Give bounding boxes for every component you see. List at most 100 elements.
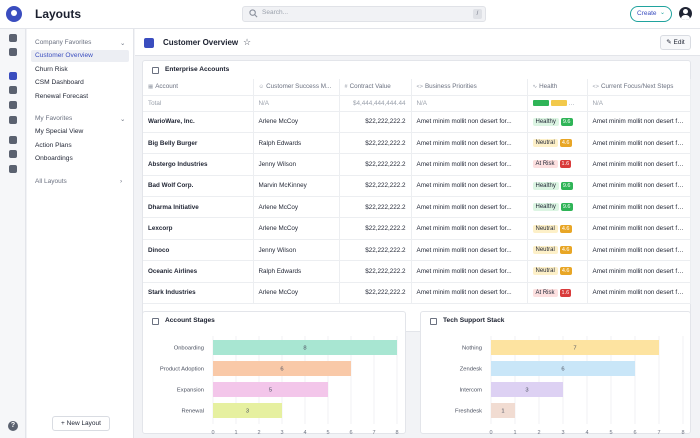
account-name-link[interactable]: Lexcorp [143,217,254,240]
nav-item-onboardings[interactable]: Onboardings [35,155,73,162]
focus-cell: Amet minim mollit non desert for... [587,132,691,155]
settings-icon[interactable] [9,165,17,173]
hash-icon: # [344,84,348,91]
activity-icon[interactable] [9,136,17,144]
x-tick-label: 0 [211,430,214,434]
table-row[interactable]: Bad Wolf Corp. Marvin McKinney $22,222,222… [143,175,691,198]
table-row[interactable]: Abstergo Industries Jenny Wilson $22,222,2… [143,153,691,176]
nav-group-company-favorites[interactable]: Company Favorites ⌄ [35,39,125,47]
chevron-down-icon: ⌄ [120,40,126,47]
contract-value-cell: $22,222,222.2 [339,217,412,240]
x-tick-label: 8 [395,430,398,434]
table-row[interactable]: Stark Industries Arlene McCoy $22,222,222.… [143,282,691,305]
nav-item-csm-dashboard[interactable]: CSM Dashboard [35,79,84,86]
account-name-link[interactable]: Dharma Initiative [143,196,254,219]
x-tick-label: 3 [561,430,564,434]
new-layout-button[interactable]: + New Layout [52,416,110,431]
health-score: 1.6 [559,288,572,297]
nav-item-my-special-view[interactable]: My Special View [35,128,84,135]
app-title: Layouts [35,7,82,21]
layers-icon[interactable] [9,86,17,94]
health-cell: Neutral 4.6 [527,132,588,155]
column-header[interactable]: <> Business Priorities [411,79,528,96]
table-row[interactable]: Dinoco Jenny Wilson $22,222,222.2 Amet mini… [143,239,691,262]
app-logo-icon[interactable] [6,6,22,22]
health-cell: At Risk 1.6 [527,153,588,176]
column-header[interactable]: ☺ Customer Success M... [253,79,340,96]
contract-value-cell: $22,222,222.2 [339,132,412,155]
table-row[interactable]: Lexcorp Arlene McCoy $22,222,222.2 Amet min… [143,217,691,240]
x-tick-label: 5 [326,430,329,434]
health-badge: Neutral [532,267,558,276]
total-row: Total N/A $4,444,444,444.44 N/A N/A [143,95,691,112]
account-name-link[interactable]: Dinoco [143,239,254,262]
column-header[interactable]: # Contract Value [339,79,412,96]
health-cell: Healthy 9.6 [527,111,588,133]
csm-cell: Arlene McCoy [253,111,340,133]
nav-item-renewal-forecast[interactable]: Renewal Forecast [35,93,89,100]
health-badge: Healthy [532,117,559,126]
focus-cell: Amet minim mollit non desert for... [587,111,691,133]
bell-icon[interactable] [9,48,17,56]
total-value: $4,444,444,444.44 [339,95,412,112]
table-row[interactable]: WarioWare, Inc. Arlene McCoy $22,222,222.2… [143,111,691,133]
chart-title: Tech Support Stack [443,317,505,324]
health-cell: Neutral 4.6 [527,217,588,240]
search-placeholder: Search... [262,9,289,16]
inbox-icon[interactable] [9,116,17,124]
x-tick-label: 1 [234,430,237,434]
nav-group-my-favorites[interactable]: My Favorites ⌄ [35,115,125,123]
bar-value-label: 3 [246,409,249,415]
contract-value-cell: $22,222,222.2 [339,153,412,176]
accounts-icon[interactable] [9,101,17,109]
layouts-icon[interactable] [9,72,17,80]
chart-title: Account Stages [165,317,215,324]
nav-item-churn-risk[interactable]: Churn Risk [35,66,68,73]
csm-cell: Ralph Edwards [253,132,340,155]
health-score: 4.6 [559,267,572,276]
edit-label: Edit [673,39,685,46]
home-icon[interactable] [9,34,17,42]
column-header[interactable]: ▦ Account [143,79,254,96]
help-icon[interactable]: ? [8,421,18,431]
table-row[interactable]: Big Belly Burger Ralph Edwards $22,222,222… [143,132,691,155]
account-name-link[interactable]: Stark Industries [143,282,254,305]
nav-all-layouts[interactable]: All Layouts › [35,178,122,185]
account-stages-chart: 0 1 2 3 4 5 6 7 8 Onboarding 8 Product Adoption 6 Exp… [160,336,399,434]
table-row[interactable]: Dharma Initiative Arlene McCoy $22,222,222… [143,196,691,219]
csm-cell: Arlene McCoy [253,196,340,219]
bar [213,361,351,376]
bar [213,382,328,397]
focus-cell: Amet minim mollit non desert for... [587,196,691,219]
reports-icon[interactable] [9,150,17,158]
edit-button[interactable]: ✎ Edit [660,35,691,50]
user-avatar[interactable] [679,7,692,20]
building-icon: ▦ [148,84,154,91]
csm-cell: Arlene McCoy [253,282,340,305]
column-header[interactable]: <> Current Focus/Next Steps [587,79,691,96]
category-label: Renewal [181,409,204,415]
account-name-link[interactable]: Big Belly Burger [143,132,254,155]
category-label: Freshdesk [455,409,482,415]
create-button[interactable]: Create ⌄ [630,6,672,22]
account-name-link[interactable]: WarioWare, Inc. [143,111,254,133]
table-header-row: ▦ Account ☺ Customer Success M... # Contrac… [143,79,691,96]
bar [491,340,659,355]
account-name-link[interactable]: Bad Wolf Corp. [143,175,254,198]
account-name-link[interactable]: Abstergo Industries [143,153,254,176]
column-header[interactable]: ∿ Health [527,79,588,96]
star-icon[interactable]: ☆ [243,37,252,47]
account-name-link[interactable]: Oceanic Airlines [143,260,254,283]
nav-item-action-plans[interactable]: Action Plans [35,142,72,149]
table-row[interactable]: Oceanic Airlines Ralph Edwards $22,222,222… [143,260,691,283]
contract-value-cell: $22,222,222.2 [339,196,412,219]
chart-icon [152,318,159,325]
search-shortcut-key: / [473,9,482,19]
focus-cell: Amet minim mollit non desert for... [587,282,691,305]
contract-value-cell: $22,222,222.2 [339,239,412,262]
nav-item-customer-overview[interactable]: Customer Overview [31,50,129,62]
x-tick-label: 2 [537,430,540,434]
search-input[interactable]: Search... / [242,6,486,22]
health-score: 9.6 [560,117,573,126]
chevron-down-icon: ⌄ [659,10,665,16]
